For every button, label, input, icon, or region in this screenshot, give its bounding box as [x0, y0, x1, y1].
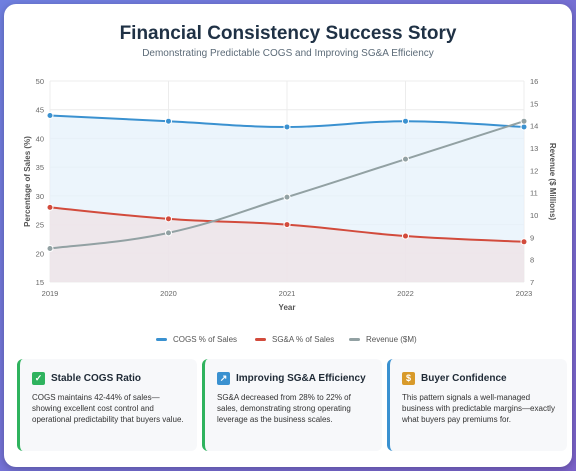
insight-card-text: COGS maintains 42-44% of sales—showing e… [32, 393, 184, 424]
insight-card-title: Buyer Confidence [421, 373, 507, 384]
chart-legend: COGS % of Sales SG&A % of Sales Revenue ($… [4, 335, 572, 349]
x-tick-label: 2020 [160, 289, 177, 298]
x-tick-label: 2021 [279, 289, 296, 298]
insight-card-text: This pattern signals a well-managed busi… [402, 393, 555, 424]
x-tick-label: 2022 [397, 289, 414, 298]
data-point [46, 203, 54, 211]
insight-card-title: Stable COGS Ratio [51, 373, 142, 384]
x-axis-title: Year [279, 303, 296, 312]
main-card: Financial Consistency Success Story Demo… [4, 4, 572, 467]
insight-card-text: SG&A decreased from 28% to 22% of sales,… [217, 393, 351, 424]
data-point [165, 215, 172, 223]
data-point [165, 229, 172, 237]
insight-card-cogs: ✓ Stable COGS Ratio COGS maintains 42-44… [17, 359, 197, 451]
insight-card-sga: ↗ Improving SG&A Efficiency SG&A decreas… [202, 359, 382, 451]
y-left-tick-label: 45 [36, 106, 44, 115]
y-left-tick-label: 40 [36, 134, 44, 143]
y-right-tick-label: 16 [530, 77, 538, 86]
legend-label: SG&A % of Sales [272, 335, 335, 344]
insight-card-title: Improving SG&A Efficiency [236, 373, 366, 384]
data-point [402, 117, 409, 125]
y-right-tick-label: 12 [530, 166, 538, 175]
y-left-tick-label: 35 [36, 163, 44, 172]
y-right-tick-label: 15 [530, 99, 538, 108]
data-point [46, 111, 54, 119]
y-right-tick-label: 8 [530, 256, 534, 265]
y-right-tick-label: 7 [530, 278, 534, 287]
legend-swatch [255, 338, 266, 341]
money-bag-icon: $ [402, 372, 415, 385]
y-right-tick-label: 13 [530, 144, 538, 153]
insight-card-buyer: $ Buyer Confidence This pattern signals … [387, 359, 567, 451]
legend-label: Revenue ($M) [366, 335, 417, 344]
data-point [46, 245, 54, 252]
page-subtitle: Demonstrating Predictable COGS and Impro… [142, 48, 434, 59]
data-point [283, 193, 291, 201]
x-tick-label: 2019 [42, 289, 59, 298]
line-chart: 15 20 25 30 35 40 45 50 7 8 9 10 11 12 13 14 15 16 2019 202… [23, 77, 557, 312]
data-point [520, 238, 528, 246]
check-mark-icon: ✓ [32, 372, 45, 385]
data-point [283, 123, 291, 131]
legend-swatch [349, 338, 360, 341]
y-left-tick-label: 20 [36, 249, 44, 258]
y-right-tick-label: 14 [530, 122, 538, 131]
legend-item[interactable]: SG&A % of Sales [255, 335, 334, 344]
data-point [402, 232, 409, 240]
x-tick-label: 2023 [516, 289, 533, 298]
data-point [402, 155, 409, 163]
legend-label: COGS % of Sales [173, 335, 238, 344]
chart-increasing-icon: ↗ [217, 372, 230, 385]
data-point [520, 123, 528, 131]
data-point [520, 117, 528, 125]
page-title: Financial Consistency Success Story [119, 23, 457, 44]
y-right-axis-title: Revenue ($ Millions) [548, 143, 557, 221]
legend-item[interactable]: Revenue ($M) [349, 335, 417, 344]
y-left-tick-label: 50 [36, 77, 44, 86]
legend-item[interactable]: COGS % of Sales [156, 335, 237, 344]
legend-swatch [156, 338, 167, 341]
y-left-tick-label: 25 [36, 221, 44, 230]
y-right-tick-label: 11 [530, 189, 538, 198]
y-right-tick-label: 9 [530, 233, 534, 242]
y-left-axis-title: Percentage of Sales (%) [23, 136, 32, 227]
y-right-tick-label: 10 [530, 211, 538, 220]
data-point [165, 117, 172, 125]
y-left-tick-label: 15 [36, 278, 44, 287]
y-left-tick-label: 30 [36, 192, 44, 201]
data-point [283, 221, 291, 229]
series-area-1 [50, 207, 524, 282]
